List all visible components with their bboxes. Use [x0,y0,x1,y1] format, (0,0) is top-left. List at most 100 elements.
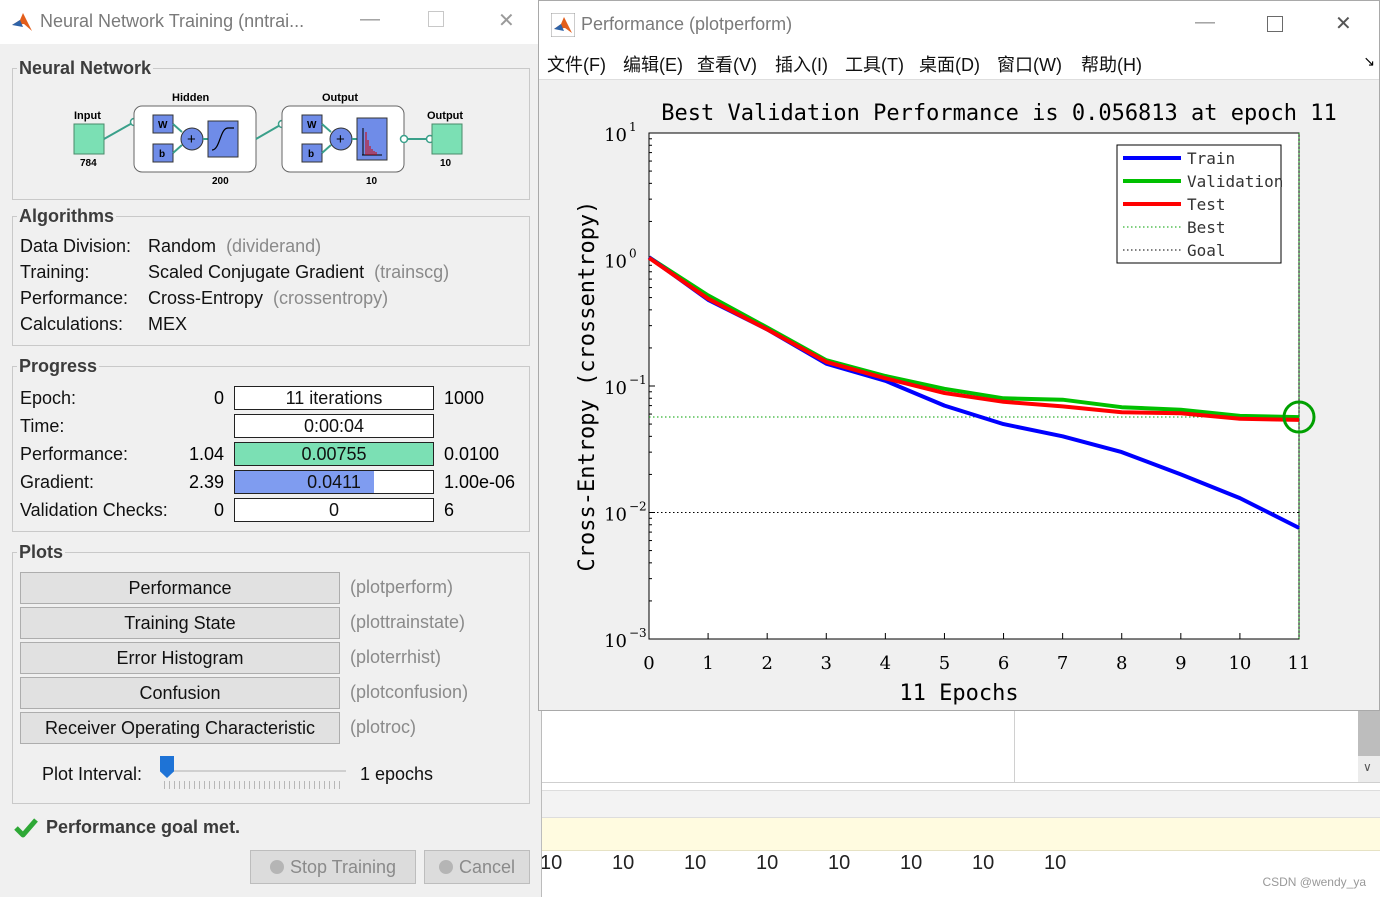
figure-canvas: Best Validation Performance is 0.056813 … [539,80,1379,710]
cancel-button[interactable]: Cancel [424,850,530,884]
output-layer-size: 10 [366,176,378,187]
panel-title: Plots [19,542,64,562]
plot-interval-slider-thumb[interactable] [160,756,174,778]
algorithms-panel: Algorithms [12,206,530,346]
stop-icon [269,860,284,874]
progress-label: Time: [20,416,65,436]
workspace-number: 10 [972,852,995,874]
legend-label: Best [1187,218,1226,237]
workspace-number: 10 [1044,852,1067,874]
menu-item[interactable]: 查看(V) [697,55,757,75]
status-message: Performance goal met. [46,817,241,837]
x-axis-label: 11 Epochs [899,681,1018,706]
plot-command: (plotroc) [350,717,417,737]
hidden-transfer-block [207,120,239,158]
y-tick-exponent: 0 [629,247,637,261]
menu-item[interactable]: 编辑(E) [623,55,683,75]
progress-bar: 0.0411 [234,470,434,494]
menu-bar: ↘ 文件(F) 编辑(E) 查看(V) 插入(I) 工具(T) 桌面(D) 窗口(W) 帮助(… [539,47,1379,80]
plotperform-window: Performance (plotperform) — ✕ ↘ 文件(F) 编辑(… [538,0,1380,711]
y-tick-exponent: 1 [629,120,637,134]
workspace-number: 10 [828,852,851,874]
progress-current-value: 11 iterations [285,388,383,408]
plot-command: (plotperform) [350,577,454,597]
menu-item[interactable]: 桌面(D) [919,55,980,75]
algorithm-function: (dividerand) [226,236,322,256]
close-icon[interactable]: ✕ [1335,13,1352,35]
menu-item[interactable]: 文件(F) [547,55,606,75]
x-tick-label: 2 [761,653,772,674]
menu-item[interactable]: 工具(T) [845,55,904,75]
plot-button[interactable]: Receiver Operating Characteristic [20,712,340,744]
progress-bar: 0:00:04 [234,414,434,438]
algorithm-row: Scaled Conjugate Gradient (trainscg) [148,262,449,283]
svg-text:b: b [308,149,314,160]
workspace-number: 10 [900,852,923,874]
minimize-icon[interactable]: — [360,8,380,30]
legend-label: Test [1187,195,1226,214]
maximize-icon[interactable] [1267,16,1283,32]
chevron-down-icon[interactable]: ∨ [1363,760,1372,774]
algorithm-row: Random (dividerand) [148,236,321,257]
dock-arrow-icon[interactable]: ↘ [1363,53,1375,69]
output-size: 10 [440,158,452,169]
plot-command: (plotconfusion) [350,682,469,702]
plot-command: (ploterrhist) [350,647,442,667]
progress-label: Gradient: [20,472,95,492]
menu-item[interactable]: 窗口(W) [997,55,1062,75]
stop-training-button[interactable]: Stop Training [250,850,416,884]
svg-text:b: b [159,149,165,160]
menu-item[interactable]: 帮助(H) [1081,55,1142,75]
scrollbar[interactable]: ∨ [1358,710,1380,782]
progress-start-value: 0 [213,500,224,520]
y-tick-exponent: −1 [629,373,647,387]
title-bar: Neural Network Training (nntrai... — ✕ [0,0,541,44]
progress-label: Validation Checks: [20,500,168,520]
algorithm-value: Scaled Conjugate Gradient [148,262,365,282]
y-tick-label: 10 [604,378,627,399]
workspace-numbers: 10 10 10 10 10 10 10 10 [540,852,1116,875]
maximize-icon[interactable] [428,11,444,27]
y-tick-label: 10 [604,125,627,146]
input-label: Input [74,110,101,122]
scrollbar-thumb[interactable] [1358,710,1380,756]
plot-button[interactable]: Error Histogram [20,642,340,674]
legend-label: Train [1187,149,1235,168]
minimize-icon[interactable]: — [1195,11,1215,33]
output-layer-label: Output [322,92,358,104]
svg-text:W: W [307,120,317,131]
input-block [73,123,105,155]
workspace-number: 10 [612,852,635,874]
checkmark-icon [14,818,38,838]
workspace-number: 10 [684,852,707,874]
workspace-number: 10 [756,852,779,874]
progress-bar: 0 [234,498,434,522]
divider [1014,710,1015,782]
close-icon[interactable]: ✕ [498,10,515,32]
y-tick-label: 10 [604,252,627,273]
algorithm-label: Training: [20,262,90,282]
x-tick-label: 8 [1116,653,1127,674]
algorithm-value: Cross-Entropy [148,288,264,308]
plot-interval-label: Plot Interval: [42,764,143,784]
workspace-number: 10 [540,852,563,874]
plot-button[interactable]: Confusion [20,677,340,709]
progress-target-value: 0.0100 [444,444,500,464]
plot-interval-value: 1 epochs [360,764,434,784]
plot-button[interactable]: Performance [20,572,340,604]
watermark: CSDN @wendy_ya [1262,875,1366,889]
window-title: Neural Network Training (nntrai... [40,11,305,31]
x-tick-label: 1 [702,653,713,674]
menu-item[interactable]: 插入(I) [775,55,828,75]
algorithm-value: MEX [148,314,188,334]
best-marker [1282,400,1316,434]
window-title: Performance (plotperform) [581,14,793,34]
plot-button[interactable]: Training State [20,607,340,639]
progress-current-value: 0:00:04 [303,416,365,436]
message-strip [540,818,1380,851]
x-tick-label: 0 [643,653,654,674]
plot-interval-slider-track[interactable] [162,770,346,772]
panel-title: Algorithms [19,206,115,226]
x-tick-label: 3 [821,653,832,674]
matlab-logo-icon [551,13,575,37]
